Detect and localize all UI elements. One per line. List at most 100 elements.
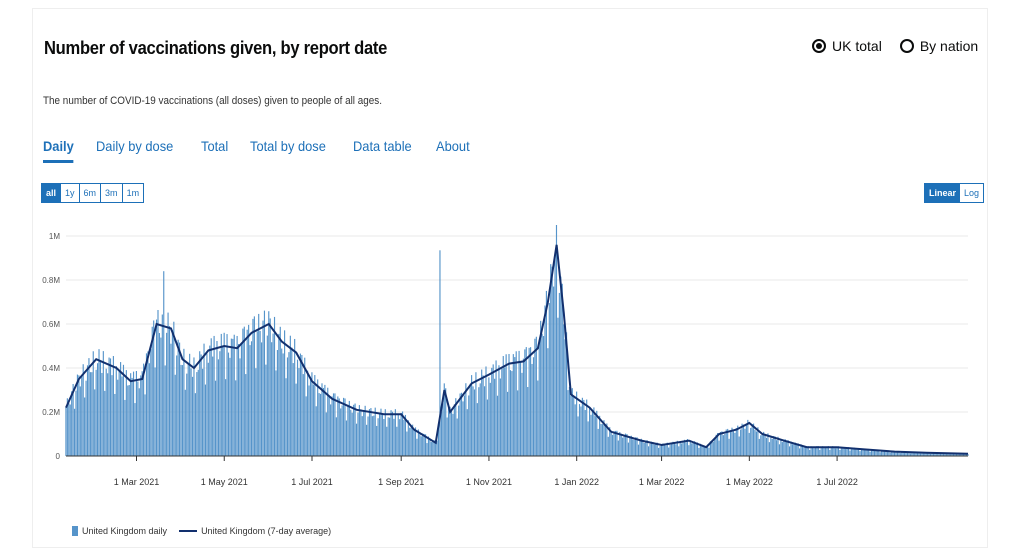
daily-bar [929, 453, 932, 456]
daily-bar [348, 400, 350, 456]
daily-bar [564, 339, 566, 456]
range-all-button[interactable]: all [42, 184, 62, 202]
daily-bar [659, 446, 661, 456]
daily-bar [435, 441, 437, 456]
daily-bar [682, 440, 684, 456]
daily-bar [235, 380, 237, 456]
daily-bar [403, 419, 405, 456]
daily-bar [882, 451, 884, 456]
tab-data-table[interactable]: Data table [352, 138, 412, 154]
daily-bar [125, 370, 127, 456]
daily-bar [919, 453, 922, 456]
daily-bar [455, 398, 457, 456]
radio-uk-total-label: UK total [832, 38, 882, 54]
daily-bar [665, 445, 667, 456]
daily-bar [640, 438, 642, 456]
daily-bar [449, 406, 451, 456]
daily-bar [68, 402, 70, 456]
radio-by-nation[interactable]: By nation [899, 38, 978, 54]
daily-bar [878, 449, 880, 456]
range-1y-button[interactable]: 1y [61, 184, 80, 202]
daily-bar [243, 326, 245, 456]
daily-bar [629, 436, 631, 456]
daily-bar [81, 377, 83, 456]
legend-item-daily[interactable]: United Kingdom daily [72, 526, 167, 536]
daily-bar [823, 447, 825, 456]
daily-bar [122, 364, 125, 456]
tab-total-by-dose[interactable]: Total by dose [250, 138, 326, 154]
tab-daily-by-dose[interactable]: Daily by dose [96, 138, 174, 154]
daily-bar [518, 350, 520, 456]
radio-unchecked-icon[interactable] [899, 39, 914, 53]
daily-bar [826, 446, 828, 456]
daily-bar [754, 429, 756, 456]
daily-bar [811, 446, 814, 456]
radio-uk-total[interactable]: UK total [812, 38, 882, 54]
daily-bar [409, 427, 411, 456]
y-tick-label: 0.6M [42, 320, 60, 329]
daily-bar [107, 373, 109, 456]
range-6m-button[interactable]: 6m [79, 184, 102, 202]
daily-bar [374, 407, 376, 456]
tab-daily[interactable]: Daily [43, 138, 74, 163]
daily-bar [223, 332, 225, 456]
daily-bar [196, 372, 198, 456]
daily-bar [239, 358, 241, 456]
y-tick-label: 0 [56, 452, 61, 461]
daily-bar [117, 379, 119, 456]
daily-bar [646, 440, 648, 456]
tab-about[interactable]: About [436, 138, 471, 154]
daily-bar [180, 364, 182, 456]
daily-bar [627, 442, 629, 456]
daily-bar [617, 440, 619, 456]
daily-bar [774, 436, 776, 456]
legend-bar-swatch [72, 526, 78, 536]
daily-bar [633, 440, 635, 456]
daily-bar [386, 426, 388, 456]
daily-bar [284, 330, 286, 456]
daily-bar [666, 442, 668, 456]
daily-bar [758, 438, 760, 456]
daily-bar [967, 454, 969, 456]
scale-selector: Linear Log [924, 183, 985, 203]
daily-bar [780, 439, 782, 456]
tab-total[interactable]: Total [200, 138, 228, 154]
daily-bar [696, 442, 699, 456]
daily-bar [788, 446, 791, 456]
daily-bar [335, 417, 337, 456]
daily-bar [948, 452, 950, 456]
daily-bar [502, 356, 504, 456]
daily-bar [417, 429, 419, 456]
daily-bar [620, 433, 622, 456]
daily-bar [302, 374, 304, 456]
daily-bar [442, 403, 444, 456]
daily-bar [255, 368, 257, 456]
daily-bar [738, 436, 740, 456]
scale-log-button[interactable]: Log [960, 184, 984, 202]
range-3m-button[interactable]: 3m [101, 184, 123, 202]
range-1m-button[interactable]: 1m [122, 184, 144, 202]
x-tick-label: 1 Jan 2022 [554, 477, 599, 487]
scale-linear-button[interactable]: Linear [925, 184, 961, 202]
daily-bar [364, 405, 366, 456]
daily-bar [719, 431, 722, 456]
radio-checked-icon[interactable] [812, 39, 826, 53]
daily-bar [301, 354, 303, 456]
daily-bar [128, 385, 130, 456]
daily-bar [84, 397, 86, 456]
daily-bar [801, 446, 804, 456]
daily-bar [108, 357, 110, 456]
daily-bar [383, 419, 385, 456]
legend-item-average[interactable]: United Kingdom (7-day average) [179, 526, 331, 536]
daily-bar [872, 450, 874, 456]
daily-bar [729, 431, 732, 456]
daily-bar [619, 432, 621, 456]
daily-bar [686, 439, 688, 456]
daily-bar [422, 433, 424, 456]
daily-bar [504, 367, 506, 456]
daily-bar [209, 345, 211, 456]
daily-bar [541, 333, 543, 456]
daily-bar [240, 342, 243, 456]
daily-bar [947, 453, 949, 456]
